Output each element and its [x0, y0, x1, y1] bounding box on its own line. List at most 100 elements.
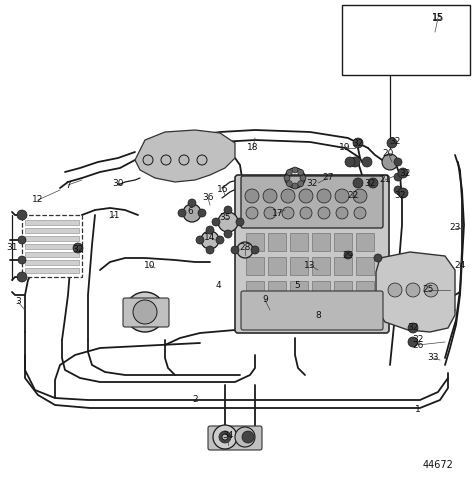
Circle shape	[353, 37, 363, 47]
Text: 33: 33	[427, 353, 439, 362]
Bar	[334, 233, 352, 251]
Circle shape	[161, 155, 171, 165]
Text: 44672: 44672	[422, 460, 454, 470]
Text: 32: 32	[399, 169, 410, 177]
Circle shape	[353, 189, 367, 203]
Circle shape	[298, 169, 304, 175]
Circle shape	[336, 207, 348, 219]
Text: 26: 26	[412, 340, 424, 349]
Circle shape	[300, 175, 306, 181]
Circle shape	[286, 169, 292, 175]
Circle shape	[251, 246, 259, 254]
FancyBboxPatch shape	[241, 176, 383, 228]
Bar	[246, 257, 264, 275]
Text: 30: 30	[112, 178, 124, 187]
FancyBboxPatch shape	[235, 175, 389, 333]
Text: 32: 32	[352, 138, 364, 147]
Circle shape	[344, 251, 352, 259]
Circle shape	[345, 157, 355, 167]
Circle shape	[235, 427, 255, 447]
Text: 13: 13	[304, 260, 316, 269]
Circle shape	[222, 434, 228, 440]
Circle shape	[201, 231, 219, 249]
Circle shape	[353, 178, 363, 188]
Circle shape	[213, 425, 237, 449]
Text: 34: 34	[222, 430, 234, 440]
Circle shape	[231, 246, 239, 254]
Bar	[312, 257, 330, 275]
Circle shape	[18, 256, 26, 264]
Text: 24: 24	[455, 260, 465, 269]
Bar	[268, 233, 286, 251]
Text: 36: 36	[202, 193, 214, 202]
Text: 35: 35	[219, 214, 231, 223]
Circle shape	[224, 206, 232, 214]
Text: 25: 25	[422, 285, 434, 295]
Bar	[22, 215, 82, 277]
Circle shape	[284, 175, 290, 181]
Text: 15: 15	[432, 13, 444, 23]
Circle shape	[317, 189, 331, 203]
Bar	[25, 244, 79, 249]
Text: 2: 2	[192, 396, 198, 404]
Circle shape	[188, 199, 196, 207]
Bar	[342, 5, 470, 75]
Circle shape	[457, 37, 467, 47]
Bar	[356, 281, 374, 299]
Circle shape	[212, 218, 220, 226]
Circle shape	[368, 178, 378, 188]
Polygon shape	[376, 252, 455, 332]
Circle shape	[394, 186, 402, 194]
Text: 20: 20	[383, 148, 394, 158]
Circle shape	[394, 158, 402, 166]
Text: 12: 12	[32, 196, 44, 204]
Bar	[312, 281, 330, 299]
Text: 29: 29	[342, 251, 354, 259]
Circle shape	[388, 283, 402, 297]
Circle shape	[125, 292, 165, 332]
Bar	[268, 305, 286, 323]
Text: 32: 32	[306, 178, 318, 187]
Text: 9: 9	[262, 295, 268, 305]
Circle shape	[179, 155, 189, 165]
Bar	[334, 305, 352, 323]
Circle shape	[206, 246, 214, 254]
Text: 31: 31	[6, 243, 18, 253]
Circle shape	[353, 138, 363, 148]
Circle shape	[398, 168, 408, 178]
Circle shape	[219, 431, 231, 443]
Circle shape	[286, 181, 292, 187]
Circle shape	[318, 207, 330, 219]
Circle shape	[224, 230, 232, 238]
Text: 18: 18	[247, 144, 259, 152]
Bar	[290, 257, 308, 275]
Bar	[25, 228, 79, 233]
Text: 28: 28	[239, 243, 251, 253]
Text: 15: 15	[432, 13, 444, 23]
Bar	[268, 281, 286, 299]
Text: 6: 6	[187, 207, 193, 216]
FancyBboxPatch shape	[123, 298, 169, 327]
Bar	[25, 220, 79, 225]
Circle shape	[17, 210, 27, 220]
Circle shape	[387, 138, 397, 148]
Circle shape	[178, 209, 186, 217]
Circle shape	[264, 207, 276, 219]
Text: 4: 4	[215, 281, 221, 290]
Text: 17: 17	[272, 209, 284, 217]
Circle shape	[206, 226, 214, 234]
Circle shape	[354, 207, 366, 219]
Circle shape	[246, 207, 258, 219]
Polygon shape	[135, 130, 235, 182]
Text: 32: 32	[365, 178, 376, 187]
FancyBboxPatch shape	[208, 426, 262, 450]
Bar	[268, 257, 286, 275]
Circle shape	[143, 155, 153, 165]
Circle shape	[198, 209, 206, 217]
Bar	[246, 305, 264, 323]
Circle shape	[335, 189, 349, 203]
Bar	[334, 281, 352, 299]
Text: 32: 32	[407, 323, 419, 333]
Text: 3: 3	[15, 297, 21, 307]
Bar	[356, 233, 374, 251]
